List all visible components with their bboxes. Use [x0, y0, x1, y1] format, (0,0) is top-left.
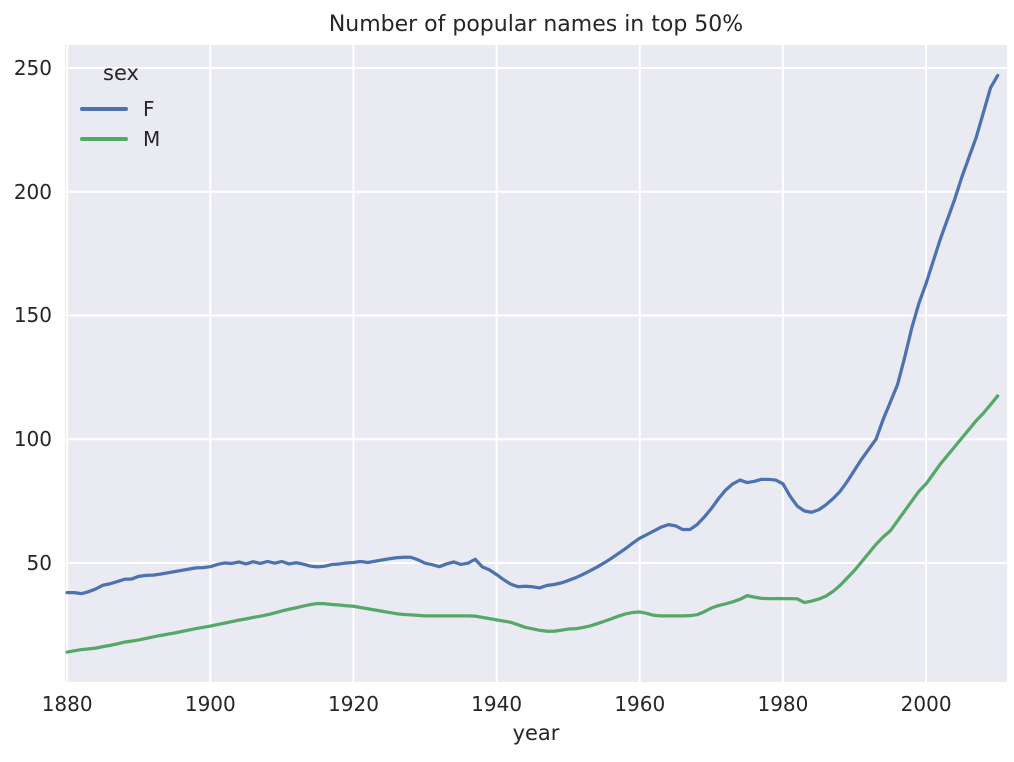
x-tick-label: 1960	[614, 692, 666, 716]
legend-line-f-icon	[80, 107, 128, 111]
legend-item-f: F	[80, 94, 160, 124]
legend: sex F M	[80, 60, 160, 154]
x-tick-label: 1880	[41, 692, 93, 716]
series-line-m	[65, 394, 1000, 654]
chart-title: Number of popular names in top 50%	[328, 12, 744, 37]
x-tick-label: 1980	[757, 692, 809, 716]
legend-item-m: M	[80, 124, 160, 154]
x-tick-label: 1900	[184, 692, 236, 716]
x-tick-label: 2000	[900, 692, 952, 716]
x-tick-label: 1920	[328, 692, 379, 716]
series-line-f	[65, 73, 1000, 596]
legend-title: sex	[103, 61, 139, 85]
y-tick-label: 150	[13, 303, 52, 328]
y-tick-label: 50	[26, 550, 52, 575]
legend-label-m: M	[143, 127, 161, 151]
y-tick-label: 100	[13, 427, 52, 452]
x-tick-label: 1940	[471, 692, 523, 716]
x-axis-label: year	[512, 721, 560, 745]
y-tick-label: 250	[13, 56, 52, 80]
legend-line-m-icon	[80, 137, 128, 141]
legend-label-f: F	[143, 97, 155, 121]
y-tick-label: 200	[13, 179, 52, 204]
